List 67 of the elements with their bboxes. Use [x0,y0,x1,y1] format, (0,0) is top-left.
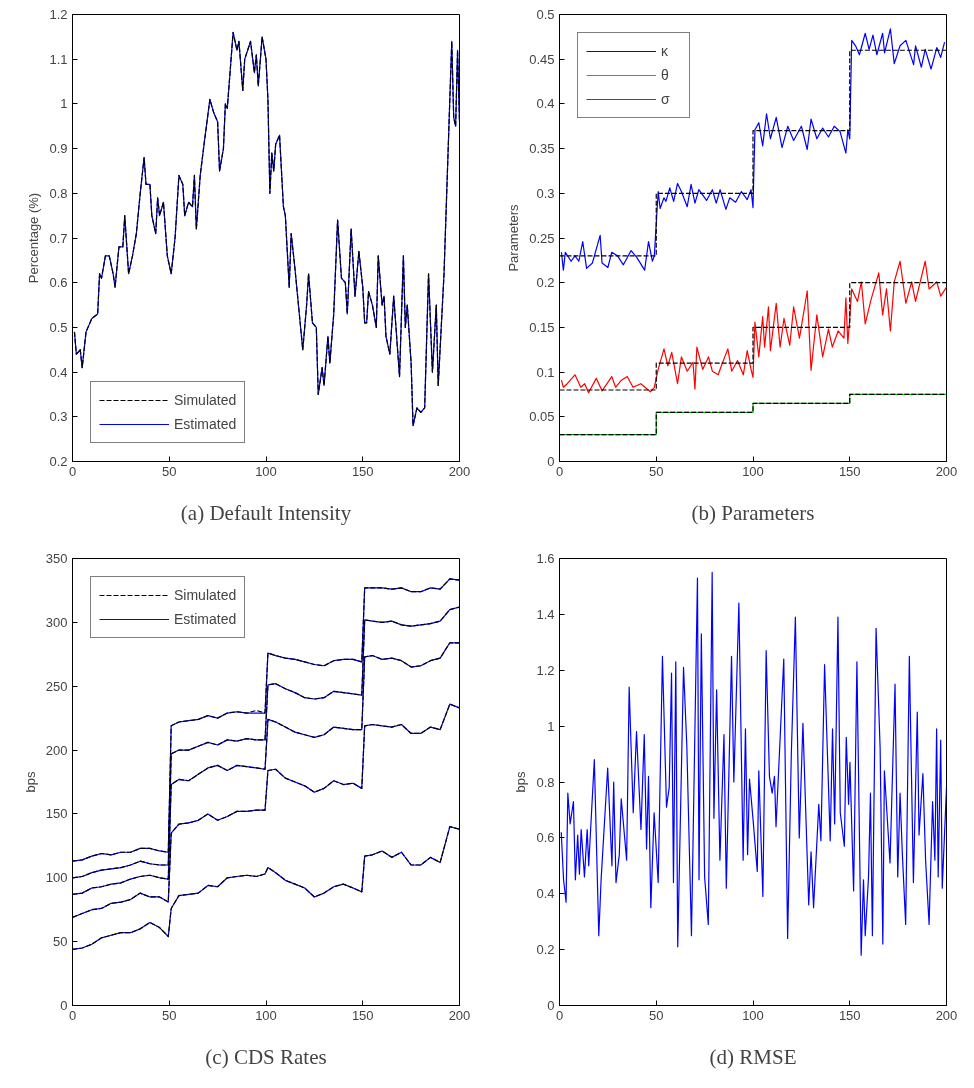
x-tick-label: 150 [351,463,374,479]
y-tick-label: 0.4 [49,364,68,380]
y-tick-label: 350 [45,551,68,566]
x-tick-label: 100 [255,1007,277,1023]
y-tick-label: 0.6 [536,830,555,846]
legend-label: κ [661,43,669,59]
y-tick-label: 0.2 [49,454,68,469]
y-tick-label: 50 [53,934,68,950]
y-axis-title: bps [22,771,38,793]
y-tick-label: 300 [45,614,68,630]
y-axis-title: Parameters [506,203,522,272]
y-tick-label: 0.45 [529,51,555,67]
y-tick-label: 1.4 [536,606,555,622]
x-tick-label: 100 [742,1007,764,1023]
y-tick-label: 0.05 [529,409,555,425]
y-tick-label: 0.8 [536,774,555,790]
y-tick-label: 0.15 [529,319,555,335]
y-tick-label: 200 [45,742,68,758]
y-tick-label: 0.3 [536,185,555,201]
x-tick-label: 200 [935,463,958,479]
text: (a) Default Intensity [180,500,352,525]
y-tick-label: 0.7 [49,230,68,246]
x-tick-label: 50 [162,463,177,479]
y-tick-label: 0.1 [536,364,555,380]
legend-label: Estimated [174,611,237,627]
y-axis-title: Percentage (%) [26,192,42,284]
y-tick-label: 250 [45,678,68,694]
y-tick-label: 0.3 [49,409,68,425]
x-tick-label: 100 [255,463,277,479]
text: (c) CDS Rates [205,1044,327,1069]
x-tick-label: 200 [448,1007,471,1023]
y-tick-label: 1.1 [49,51,68,67]
x-tick-label: 150 [351,1007,374,1023]
y-tick-label: 100 [45,870,68,886]
x-tick-label: 50 [162,1007,177,1023]
y-tick-label: 0.4 [536,96,555,112]
y-tick-label: 0.35 [529,141,555,157]
x-tick-label: 150 [838,1007,861,1023]
legend-label: Simulated [174,392,237,408]
legend-label: Simulated [174,587,237,603]
y-tick-label: 0.2 [536,275,555,291]
y-tick-label: 1.2 [536,662,555,678]
x-tick-label: 50 [649,463,664,479]
x-tick-label: 50 [649,1007,664,1023]
legend-label: σ [661,91,671,107]
x-tick-label: 100 [742,463,764,479]
y-tick-label: 0.6 [49,275,68,291]
y-tick-label: 1 [547,718,555,734]
x-tick-label: 200 [935,1007,958,1023]
y-tick-label: 1.6 [536,551,555,566]
text: (b) Parameters [691,500,815,525]
legend-label: Estimated [174,416,237,432]
y-tick-label: 0.8 [49,185,68,201]
x-tick-label: 150 [838,463,861,479]
y-tick-label: 150 [45,806,68,822]
text: (d) RMSE [709,1044,797,1069]
y-tick-label: 0.2 [536,942,555,958]
y-tick-label: 0.4 [536,886,555,902]
y-tick-label: 0.9 [49,141,68,157]
y-tick-label: 0.5 [49,319,68,335]
y-tick-label: 1 [60,96,68,112]
y-tick-label: 1.2 [49,7,68,22]
y-tick-label: 0.5 [536,7,555,22]
y-tick-label: 0.25 [529,230,555,246]
y-axis-title: bps [513,771,529,793]
x-tick-label: 200 [448,463,471,479]
legend-label: θ [661,67,670,83]
